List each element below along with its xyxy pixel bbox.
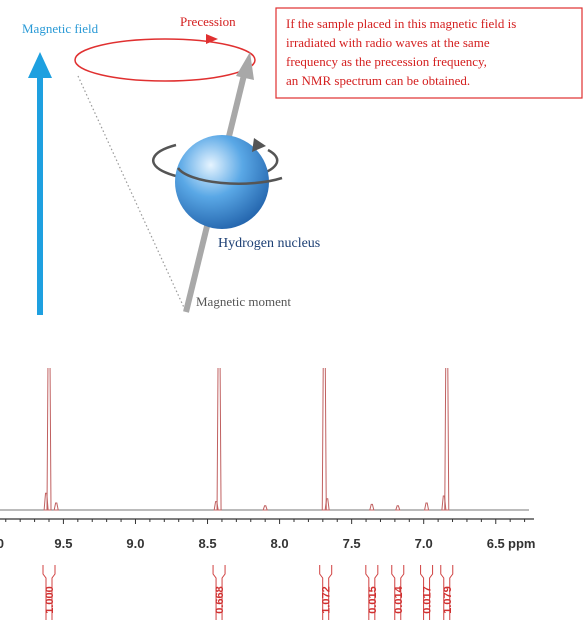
- peak: [46, 368, 52, 511]
- peak: [324, 498, 330, 511]
- x-tick-label: 7.0: [415, 536, 433, 551]
- note-line: If the sample placed in this magnetic fi…: [286, 16, 516, 31]
- peak: [43, 492, 49, 511]
- peak: [423, 502, 430, 511]
- field-label: Magnetic field: [22, 21, 99, 36]
- integral-label: 0.014: [393, 585, 405, 613]
- note-line: irradiated with radio waves at the same: [286, 35, 490, 50]
- peaks: [43, 368, 450, 511]
- peak: [321, 368, 327, 511]
- integral-bracket: [440, 565, 454, 620]
- integral-bracket: [319, 565, 333, 620]
- integral-label: 1.072: [321, 586, 333, 614]
- peak: [216, 368, 222, 511]
- nucleus-label: Hydrogen nucleus: [218, 236, 320, 251]
- moment-label: Magnetic moment: [196, 294, 291, 309]
- integral-bracket: [42, 565, 56, 620]
- x-tick-label: 8.0: [271, 536, 289, 551]
- integral-bracket: [212, 565, 226, 620]
- x-tick-label: 9.0: [126, 536, 144, 551]
- integral-label: 0.017: [422, 586, 434, 614]
- integral-label: 0.668: [214, 586, 226, 614]
- peak: [441, 495, 447, 511]
- peak: [369, 503, 375, 511]
- x-unit: ppm: [508, 536, 535, 551]
- spin-arc-front: [176, 167, 283, 185]
- integral-label: 0.015: [367, 586, 379, 614]
- x-tick-label: 8.5: [198, 536, 216, 551]
- integral-bracket: [420, 565, 434, 620]
- peak: [213, 501, 219, 511]
- precession-arrowhead: [206, 34, 218, 44]
- note: If the sample placed in this magnetic fi…: [286, 16, 516, 88]
- integral-label: 1.079: [442, 586, 454, 614]
- precession-orbit: [74, 38, 256, 82]
- integral-label: 1.000: [44, 586, 56, 614]
- peak: [395, 505, 401, 511]
- note-line: frequency as the precession frequency,: [286, 54, 487, 69]
- x-tick-label: 6.5: [487, 536, 505, 551]
- integral-bracket: [365, 565, 379, 620]
- precession-label: Precession: [180, 14, 236, 29]
- moment-arrowhead: [236, 52, 254, 80]
- spin-arrowhead: [252, 138, 266, 152]
- field-arrowhead: [28, 52, 52, 78]
- peak: [53, 502, 59, 511]
- cone-edge: [77, 75, 187, 313]
- x-tick-label: 7.5: [343, 536, 361, 551]
- peak: [262, 505, 268, 511]
- x-tick-label: 10.0: [0, 536, 4, 551]
- note-line: an NMR spectrum can be obtained.: [286, 73, 470, 88]
- note-box: [275, 7, 583, 99]
- integral-bracket: [391, 565, 405, 620]
- peak: [444, 368, 450, 511]
- x-tick-label: 9.5: [54, 536, 72, 551]
